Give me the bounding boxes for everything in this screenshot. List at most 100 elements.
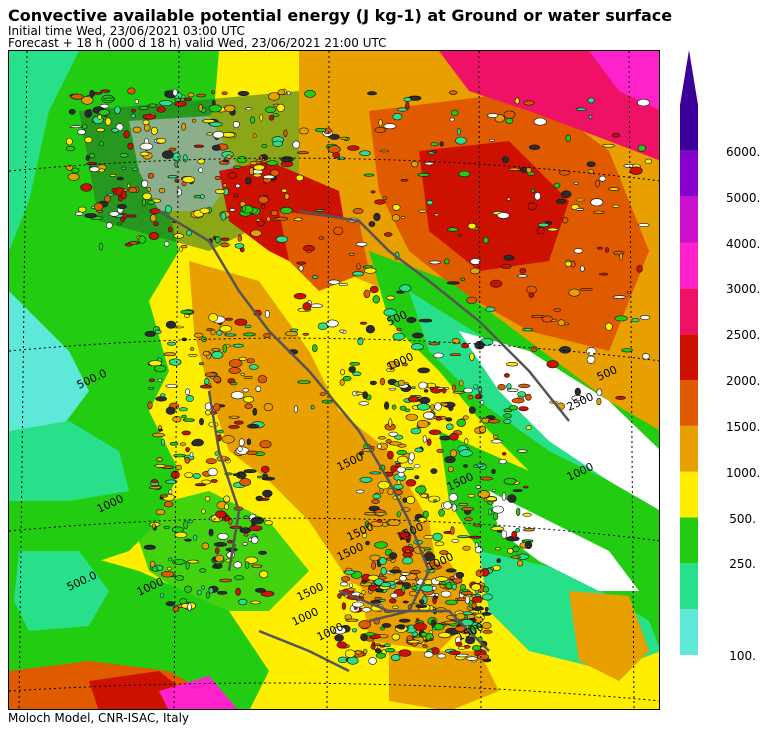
terrain-speckle <box>445 423 454 430</box>
terrain-speckle <box>250 229 262 237</box>
terrain-speckle <box>530 346 538 352</box>
terrain-speckle <box>140 151 150 157</box>
terrain-speckle <box>391 654 401 662</box>
terrain-speckle <box>399 575 407 582</box>
terrain-speckle <box>213 403 221 412</box>
terrain-speckle <box>340 136 348 140</box>
terrain-speckle <box>359 150 371 156</box>
color-legend: 100. 250. 500. 1000. 1500. 2000. 2500. 3000. 400… <box>678 50 760 663</box>
terrain-speckle <box>386 295 395 301</box>
terrain-speckle <box>232 343 244 348</box>
terrain-speckle <box>512 489 523 492</box>
terrain-speckle <box>292 140 301 149</box>
terrain-speckle <box>458 170 471 178</box>
terrain-speckle <box>369 471 382 475</box>
terrain-speckle <box>519 268 526 274</box>
terrain-speckle <box>255 218 261 222</box>
terrain-speckle <box>396 449 408 456</box>
terrain-speckle <box>149 486 162 490</box>
terrain-speckle <box>214 547 220 555</box>
terrain-speckle <box>172 416 182 423</box>
terrain-speckle <box>264 520 273 526</box>
terrain-speckle <box>247 423 260 429</box>
terrain-speckle <box>387 450 394 460</box>
terrain-speckle <box>452 577 463 584</box>
terrain-speckle <box>436 653 446 659</box>
terrain-speckle <box>400 572 411 576</box>
terrain-speckle <box>491 488 497 492</box>
terrain-speckle <box>417 367 430 374</box>
terrain-speckle <box>580 288 593 291</box>
terrain-speckle <box>516 449 528 453</box>
coastlines <box>158 209 570 673</box>
terrain-speckle <box>398 379 406 387</box>
terrain-speckle <box>596 397 602 406</box>
terrain-speckle <box>390 592 398 599</box>
terrain-speckle <box>518 406 529 412</box>
terrain-speckle <box>482 621 492 629</box>
terrain-speckle <box>298 265 304 272</box>
terrain-speckle <box>636 98 651 107</box>
terrain-speckle <box>155 396 167 402</box>
terrain-speckle <box>381 623 392 628</box>
terrain-speckle <box>369 285 379 294</box>
legend-boxes <box>680 105 698 655</box>
terrain-speckle <box>185 447 190 453</box>
terrain-speckle <box>523 528 535 532</box>
cape-map[interactable]: 500.0 1000 1500 500.0 1000 1500 1500 1000 500 100… <box>8 50 660 710</box>
terrain-speckle <box>66 164 74 171</box>
terrain-speckle <box>500 530 508 539</box>
terrain-speckle <box>402 556 413 565</box>
terrain-speckle <box>448 650 461 655</box>
terrain-speckle <box>141 179 149 188</box>
terrain-speckle <box>411 386 416 390</box>
terrain-speckle <box>100 89 111 93</box>
terrain-speckle <box>400 179 409 182</box>
terrain-speckle <box>497 212 510 219</box>
terrain-speckle <box>193 332 204 338</box>
legend-swatch <box>680 471 698 518</box>
terrain-speckle <box>580 265 585 272</box>
terrain-speckle <box>249 167 255 176</box>
terrain-speckle <box>239 478 252 487</box>
terrain-speckle <box>77 129 86 135</box>
terrain-speckle <box>123 188 129 192</box>
terrain-speckle <box>526 166 532 174</box>
terrain-speckle <box>432 585 437 591</box>
terrain-speckle <box>451 384 457 391</box>
terrain-speckle <box>374 541 388 549</box>
terrain-speckle <box>165 320 177 329</box>
region-northeast-pink <box>439 51 659 161</box>
terrain-speckle <box>477 490 490 499</box>
terrain-speckle <box>143 544 156 550</box>
terrain-speckle <box>490 439 503 444</box>
terrain-speckle <box>396 327 402 332</box>
terrain-speckle <box>286 91 291 96</box>
terrain-speckle <box>337 593 342 599</box>
terrain-speckle <box>604 247 610 253</box>
terrain-speckle <box>280 156 294 163</box>
terrain-speckle <box>279 206 293 214</box>
terrain-speckle <box>141 198 146 207</box>
legend-swatch <box>680 242 698 289</box>
terrain-speckle <box>201 542 210 550</box>
terrain-speckle <box>423 389 429 393</box>
terrain-speckle <box>270 169 280 177</box>
terrain-speckle <box>172 88 178 97</box>
terrain-speckle <box>211 90 215 95</box>
terrain-speckle <box>388 387 397 391</box>
terrain-speckle <box>405 495 415 505</box>
terrain-speckle <box>382 196 388 201</box>
terrain-speckle <box>482 586 490 593</box>
terrain-speckle <box>255 158 264 162</box>
terrain-speckle <box>257 475 263 479</box>
terrain-speckle <box>281 188 288 193</box>
terrain-speckle <box>150 126 158 135</box>
terrain-speckle <box>187 559 200 564</box>
terrain-speckle <box>480 400 485 405</box>
terrain-speckle <box>496 529 503 533</box>
terrain-speckle <box>478 425 487 433</box>
terrain-speckle <box>293 217 303 222</box>
terrain-speckle <box>188 519 193 524</box>
terrain-speckle <box>174 161 178 168</box>
